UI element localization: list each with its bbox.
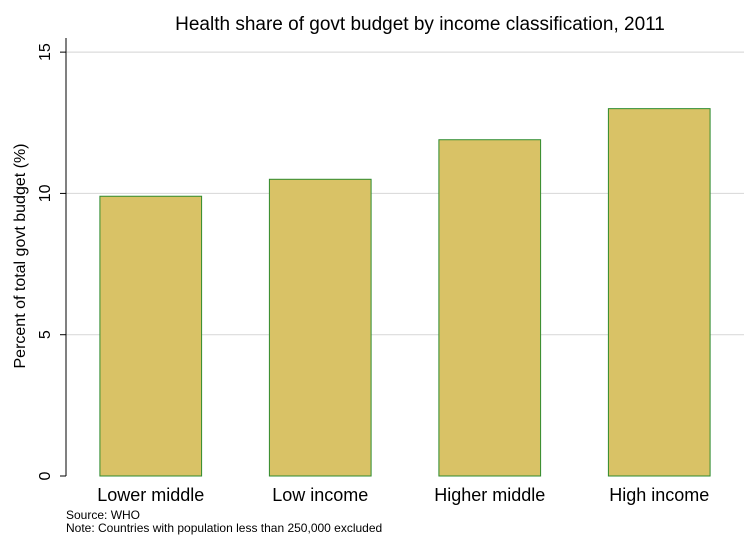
bar bbox=[438, 139, 542, 477]
y-tick-label: 0 bbox=[37, 471, 54, 480]
bar bbox=[99, 195, 203, 477]
x-tick-label: Low income bbox=[272, 485, 368, 505]
y-axis-ticks: 0 5 10 15 bbox=[37, 43, 66, 480]
y-tick-label: 10 bbox=[37, 184, 54, 202]
y-tick-label: 5 bbox=[37, 330, 54, 339]
x-axis-ticks: Lower middle Low income Higher middle High … bbox=[97, 485, 709, 505]
chart-title: Health share of govt budget by income cl… bbox=[175, 14, 665, 35]
bars bbox=[99, 108, 711, 477]
bar bbox=[607, 108, 711, 477]
source-note: Source: WHO bbox=[66, 508, 141, 522]
x-tick-label: Lower middle bbox=[97, 485, 204, 505]
bar bbox=[268, 178, 372, 477]
x-tick-label: High income bbox=[609, 485, 709, 505]
population-note: Note: Countries with population less tha… bbox=[66, 521, 383, 535]
y-tick-label: 15 bbox=[37, 43, 54, 61]
chart-notes: Source: WHO Note: Countries with populat… bbox=[66, 509, 382, 535]
y-axis-label: Percent of total govt budget (%) bbox=[12, 143, 29, 368]
x-tick-label: Higher middle bbox=[434, 485, 545, 505]
